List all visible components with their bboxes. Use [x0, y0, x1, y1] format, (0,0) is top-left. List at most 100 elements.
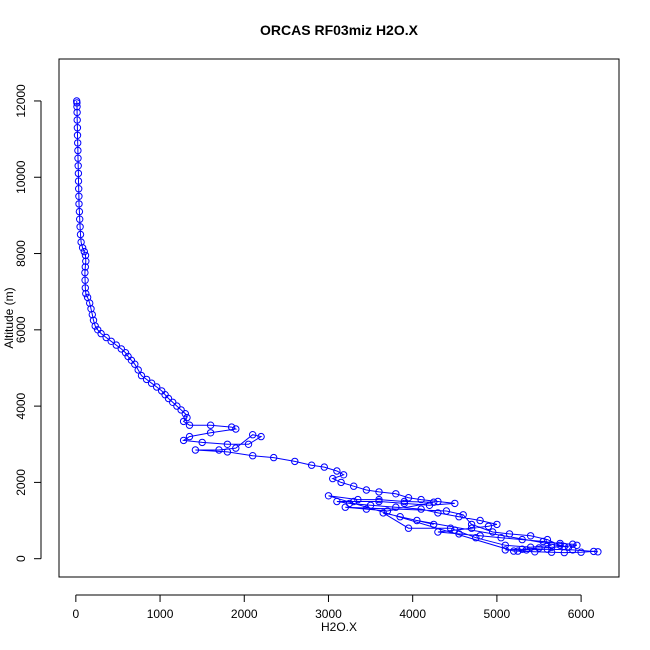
- data-point: [392, 503, 400, 511]
- data-point: [455, 513, 463, 521]
- data-point: [392, 490, 400, 498]
- data-point: [169, 398, 177, 406]
- y-tick-label: 10000: [14, 160, 28, 194]
- data-point: [75, 185, 83, 193]
- data-point: [320, 463, 328, 471]
- data-point: [501, 541, 509, 549]
- data-point: [434, 528, 442, 536]
- data-point: [430, 498, 438, 506]
- data-point: [179, 436, 188, 445]
- data-point: [73, 108, 81, 117]
- data-point: [173, 402, 181, 410]
- data-point: [142, 375, 151, 384]
- data-point: [177, 406, 185, 414]
- data-point: [164, 394, 173, 403]
- data-point: [345, 499, 354, 508]
- data-point: [514, 547, 522, 555]
- data-point: [137, 371, 146, 380]
- data-point: [417, 505, 425, 513]
- x-tick-label: 3000: [315, 607, 342, 621]
- data-point: [543, 545, 552, 553]
- data-point: [232, 425, 240, 433]
- data-point: [131, 360, 139, 368]
- data-point: [223, 440, 232, 448]
- data-point: [442, 507, 451, 515]
- series-layer: [73, 97, 602, 557]
- data-point: [535, 544, 543, 552]
- data-point: [257, 432, 265, 441]
- data-point: [74, 139, 82, 147]
- data-point: [362, 505, 371, 513]
- data-point: [121, 349, 130, 357]
- data-point: [307, 461, 316, 469]
- data-point: [484, 522, 493, 530]
- data-point: [223, 448, 232, 456]
- data-point: [505, 530, 514, 538]
- y-axis: 0 2000 4000 6000 8000 10000 12000: [14, 84, 42, 562]
- data-point: [489, 528, 497, 536]
- data-point: [375, 488, 383, 496]
- data-point: [350, 497, 358, 506]
- data-point: [354, 495, 362, 504]
- data-point: [206, 421, 215, 429]
- data-point: [455, 530, 463, 538]
- data-point: [430, 520, 438, 529]
- data-point: [467, 524, 476, 532]
- data-point: [400, 497, 408, 506]
- data-point: [375, 495, 383, 504]
- data-point: [227, 423, 236, 431]
- data-point: [510, 547, 518, 555]
- data-point: [81, 284, 90, 292]
- data-point: [270, 453, 278, 462]
- data-point: [404, 524, 413, 532]
- x-tick-label: 6000: [568, 607, 595, 621]
- data-point: [78, 244, 87, 252]
- data-point: [249, 452, 257, 460]
- x-tick-label: 0: [72, 607, 79, 621]
- data-point: [333, 497, 341, 506]
- data-point: [518, 535, 526, 544]
- data-point: [80, 247, 89, 256]
- data-point: [396, 513, 404, 521]
- data-point: [366, 501, 375, 509]
- y-tick-label: 6000: [14, 316, 28, 343]
- data-point: [413, 516, 421, 525]
- data-point: [329, 474, 337, 483]
- data-point: [74, 162, 82, 170]
- data-point: [249, 431, 257, 439]
- data-point: [76, 215, 84, 223]
- data-point: [379, 509, 387, 517]
- data-point: [185, 432, 194, 441]
- data-point: [291, 457, 299, 466]
- data-point: [185, 421, 194, 429]
- data-point: [375, 497, 383, 506]
- x-tick-label: 4000: [399, 607, 426, 621]
- data-point: [73, 131, 82, 140]
- y-tick-label: 0: [14, 555, 28, 562]
- data-point: [191, 446, 200, 454]
- data-point: [339, 471, 348, 479]
- data-point: [333, 467, 341, 475]
- data-point: [590, 547, 598, 556]
- data-point: [181, 410, 190, 418]
- data-point: [74, 177, 83, 185]
- data-point: [74, 154, 82, 162]
- data-point: [451, 526, 459, 534]
- data-point: [74, 146, 82, 155]
- data-point: [400, 499, 408, 508]
- data-point: [81, 276, 89, 284]
- series-line: [76, 100, 598, 554]
- data-point: [198, 438, 206, 447]
- data-point: [404, 494, 413, 502]
- y-tick-label: 4000: [14, 392, 28, 419]
- data-point: [232, 444, 240, 452]
- data-point: [573, 541, 581, 549]
- data-point: [497, 534, 505, 542]
- data-point: [74, 169, 83, 178]
- data-point: [88, 310, 97, 319]
- data-point: [91, 322, 99, 330]
- x-axis-label: H2O.X: [321, 620, 357, 634]
- data-point: [467, 520, 476, 529]
- x-tick-label: 2000: [231, 607, 258, 621]
